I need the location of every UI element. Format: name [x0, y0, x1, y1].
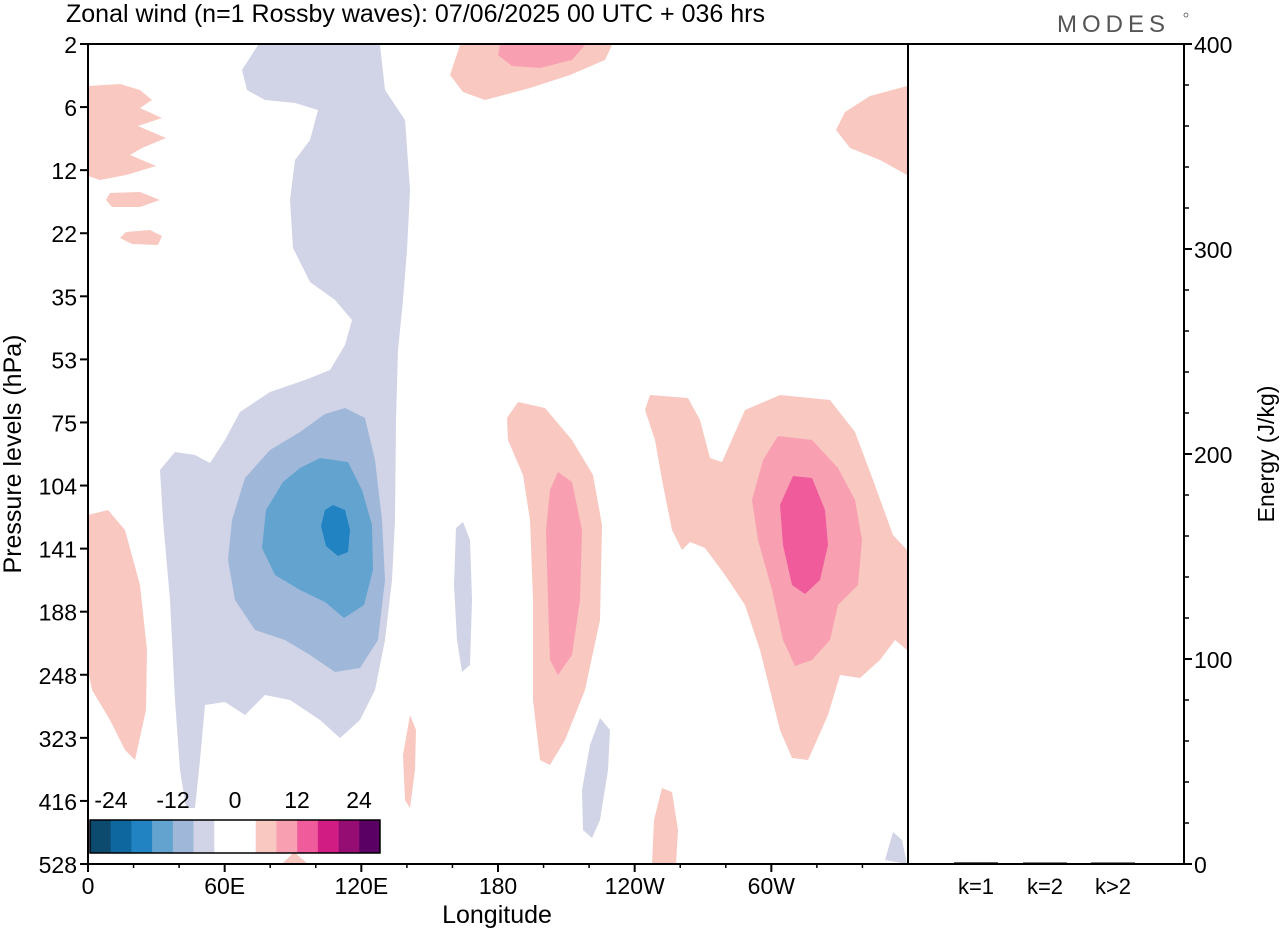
colorbar-label: -24: [94, 787, 127, 813]
colorbar-swatch: [152, 820, 174, 853]
contour-positive-small-c: [282, 852, 308, 864]
y-tick-label: 104: [39, 474, 78, 500]
x-tick-label: 60E: [204, 873, 245, 899]
y-tick-label: 141: [39, 537, 77, 563]
colorbar-swatch: [338, 820, 360, 853]
y-tick-label: 35: [51, 284, 77, 310]
colorbar-swatch: [172, 820, 194, 853]
x-tick-label: 180: [479, 873, 517, 899]
energy-bar: [1091, 862, 1135, 864]
x-tick-label: 0: [82, 873, 95, 899]
y-tick-label: 416: [39, 789, 77, 815]
contour-positive-upper-left: [88, 84, 166, 180]
energy-axis-title: Energy (J/kg): [1253, 386, 1279, 523]
y-tick-label: 188: [39, 600, 77, 626]
y-tick-label: 2: [64, 32, 77, 58]
colorbar-label: 0: [229, 787, 242, 813]
y-tick-label: 528: [39, 852, 77, 878]
colorbar-swatch: [276, 820, 298, 853]
colorbar-swatch: [110, 820, 132, 853]
contour-positive-small-a: [403, 715, 416, 808]
y-tick-label: 22: [51, 221, 77, 247]
energy-category-label: k=1: [958, 874, 994, 899]
colorbar-swatch: [297, 820, 319, 853]
contour-negative-12to18: [262, 458, 373, 618]
colorbar-swatch: [317, 820, 339, 853]
y-tick-label: 323: [39, 726, 77, 752]
energy-tick-label: 100: [1194, 647, 1232, 673]
y-axis: 2 6 12 22 35 53 75 104 141 188 248 323 416 528: [39, 32, 88, 878]
colorbar-swatch: [255, 820, 277, 853]
x-axis: 0 60E 120E 180 120W 60W: [82, 864, 864, 899]
contour-positive-upper-right: [836, 86, 907, 175]
energy-category-label: k>2: [1095, 874, 1131, 899]
energy-tick-label: 400: [1194, 32, 1232, 58]
contour-positive-streak-b: [120, 230, 162, 245]
y-axis-title: Pressure levels (hPa): [0, 335, 27, 574]
y-tick-label: 75: [51, 410, 77, 436]
contour-positive-streak-a: [106, 192, 160, 207]
colorbar-frame: [89, 819, 381, 854]
colorbar-swatch: [193, 820, 215, 853]
x-tick-label: 120E: [334, 873, 388, 899]
energy-bar: [954, 862, 998, 864]
contour-positive-12to18-right: [780, 476, 828, 594]
y-tick-label: 6: [64, 95, 77, 121]
contour-field: [88, 45, 907, 864]
energy-axis: 0 100 200 300 400: [1184, 32, 1232, 878]
contour-negative-core: [321, 505, 350, 556]
contour-negative-small-c: [885, 832, 907, 864]
colorbar-label: 12: [284, 787, 310, 813]
colorbar-swatch: [235, 820, 257, 853]
colorbar-swatch: [131, 820, 153, 853]
contour-positive-6to12-top: [498, 45, 585, 68]
y-tick-label: 53: [51, 347, 77, 373]
x-tick-label: 60W: [748, 873, 796, 899]
colorbar: -24 -12 0 12 24: [89, 787, 381, 854]
contour-negative-small-b: [582, 718, 610, 838]
x-tick-label: 120W: [605, 873, 665, 899]
brand-logo: MODES: [1057, 11, 1170, 38]
colorbar-swatch: [359, 820, 381, 853]
energy-tick-label: 300: [1194, 237, 1232, 263]
energy-bar: [1023, 862, 1067, 864]
contour-positive-small-b: [652, 788, 678, 864]
energy-category-label: k=2: [1027, 874, 1063, 899]
x-axis-title: Longitude: [442, 901, 552, 929]
colorbar-swatch: [90, 820, 112, 853]
energy-tick-label: 200: [1194, 442, 1232, 468]
contour-positive-left-lower: [88, 510, 147, 760]
y-tick-label: 248: [39, 663, 77, 689]
energy-tick-label: 0: [1194, 852, 1207, 878]
contour-positive-6to12-mid: [546, 472, 582, 675]
contour-negative-small-a: [454, 522, 472, 672]
colorbar-label: -12: [156, 787, 189, 813]
brand-registered-icon: [1183, 12, 1189, 18]
y-tick-label: 12: [51, 158, 77, 184]
energy-bars: k=1 k=2 k>2: [954, 862, 1135, 899]
chart-title: Zonal wind (n=1 Rossby waves): 07/06/202…: [66, 0, 765, 28]
contour-negative-0to6-main: [160, 45, 410, 808]
energy-plot-frame: [907, 43, 1185, 865]
colorbar-label: 24: [346, 787, 372, 813]
colorbar-swatch: [214, 820, 236, 853]
